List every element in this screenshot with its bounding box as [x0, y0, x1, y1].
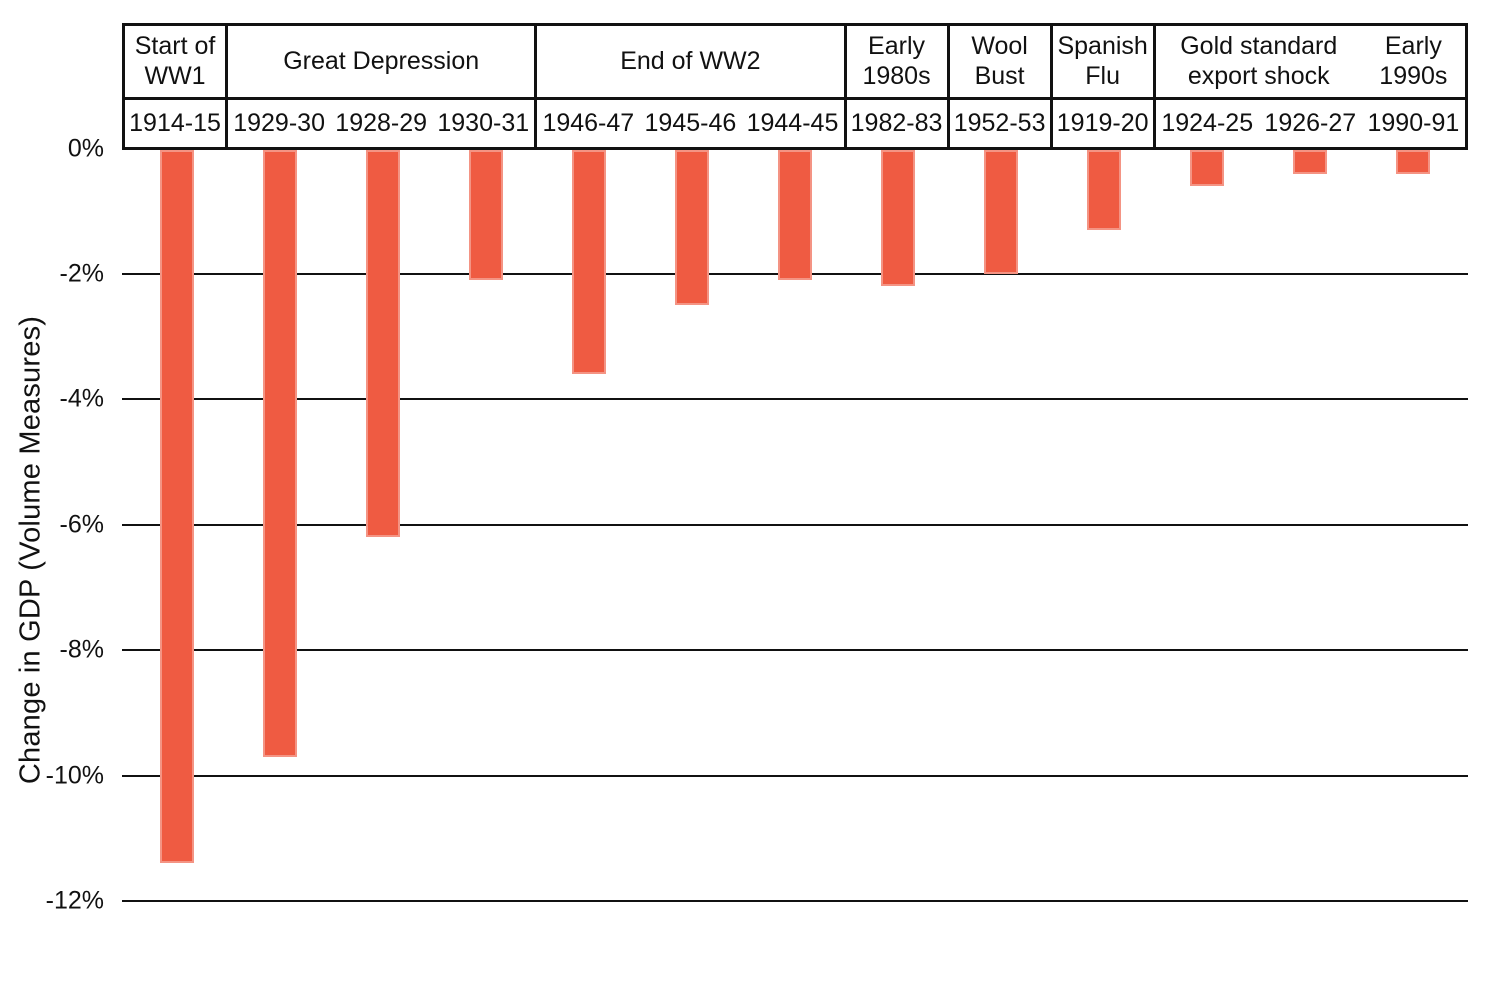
- year-label: 1914-15: [129, 109, 221, 137]
- year-label: 1944-45: [746, 109, 839, 137]
- group-header-label: Wool Bust: [971, 32, 1028, 90]
- year-label: 1990-91: [1367, 109, 1460, 137]
- bar-1952-53: [984, 150, 1019, 274]
- bar-1926-27: [1293, 150, 1328, 174]
- year-label: 1982-83: [850, 109, 943, 137]
- year-cell: 1952-53: [950, 100, 1053, 147]
- year-label: 1926-27: [1264, 109, 1357, 137]
- gridline: [122, 649, 1468, 652]
- year-cell: 1982-83: [847, 100, 950, 147]
- group-header-cell: End of WW2: [537, 26, 847, 97]
- group-header-cell: Gold standard export shock Early 1990s: [1156, 26, 1465, 97]
- y-tick-label: -6%: [59, 510, 104, 539]
- y-tick-label: -12%: [45, 886, 104, 915]
- group-header-cell: Spanish Flu: [1053, 26, 1156, 97]
- y-tick-label: -10%: [45, 761, 104, 789]
- bar-1982-83: [881, 150, 916, 287]
- y-tick-label: -2%: [59, 259, 104, 288]
- year-label: 1930-31: [437, 109, 530, 137]
- year-row: 1914-15 1929-30 1928-29 1930-31 1946-47 1945-…: [125, 100, 1465, 147]
- group-header-cell: Great Depression: [228, 26, 538, 97]
- year-label: 1945-46: [644, 109, 737, 137]
- group-header-label: Start of WW1: [134, 32, 216, 90]
- year-label: 1924-25: [1161, 109, 1254, 137]
- bar-1990-91: [1396, 150, 1431, 174]
- year-label: 1952-53: [953, 109, 1046, 137]
- y-tick-label: -4%: [59, 384, 104, 413]
- year-label: 1919-20: [1056, 109, 1149, 137]
- gridline: [122, 774, 1468, 777]
- y-tick-label: 0%: [67, 134, 104, 162]
- gridline: [122, 899, 1468, 902]
- group-header-cell: Start of WW1: [125, 26, 229, 97]
- group-header-label: Spanish Flu: [1057, 32, 1148, 90]
- group-header-label: Early 1990s: [1379, 32, 1448, 90]
- group-header-cell: Early 1980s: [847, 26, 950, 97]
- year-cell: 1919-20: [1053, 100, 1156, 147]
- year-label: 1946-47: [542, 109, 635, 137]
- bar-1919-20: [1087, 150, 1122, 230]
- bar-1928-29: [365, 150, 400, 538]
- event-group-row: Start of WW1 Great Depression End of WW2 Ea…: [125, 26, 1465, 100]
- year-label: 1928-29: [335, 109, 428, 137]
- year-cell: 1914-15: [125, 100, 229, 147]
- group-header-label: Great Depression: [283, 46, 480, 75]
- gridline: [122, 523, 1468, 526]
- year-cell: 1946-47 1945-46 1944-45: [537, 100, 847, 147]
- y-tick-label: -8%: [59, 635, 104, 664]
- event-header-table: Start of WW1 Great Depression End of WW2 Ea…: [122, 23, 1468, 150]
- group-header-label: Gold standard export shock: [1180, 32, 1338, 90]
- bar-1924-25: [1190, 150, 1225, 187]
- bar-1944-45: [778, 150, 812, 281]
- year-cell: 1924-25 1926-27 1990-91: [1156, 100, 1465, 147]
- gridline: [122, 398, 1468, 401]
- year-cell: 1929-30 1928-29 1930-31: [228, 100, 538, 147]
- group-header-label: Early 1980s: [862, 32, 931, 90]
- bar-1945-46: [674, 150, 709, 306]
- group-header-label: End of WW2: [620, 46, 761, 75]
- bar-1930-31: [468, 150, 503, 281]
- group-header-cell: Wool Bust: [950, 26, 1053, 97]
- bar-1946-47: [571, 150, 606, 375]
- bar-1914-15: [159, 150, 194, 864]
- year-label: 1929-30: [233, 109, 325, 137]
- bar-1929-30: [262, 150, 297, 757]
